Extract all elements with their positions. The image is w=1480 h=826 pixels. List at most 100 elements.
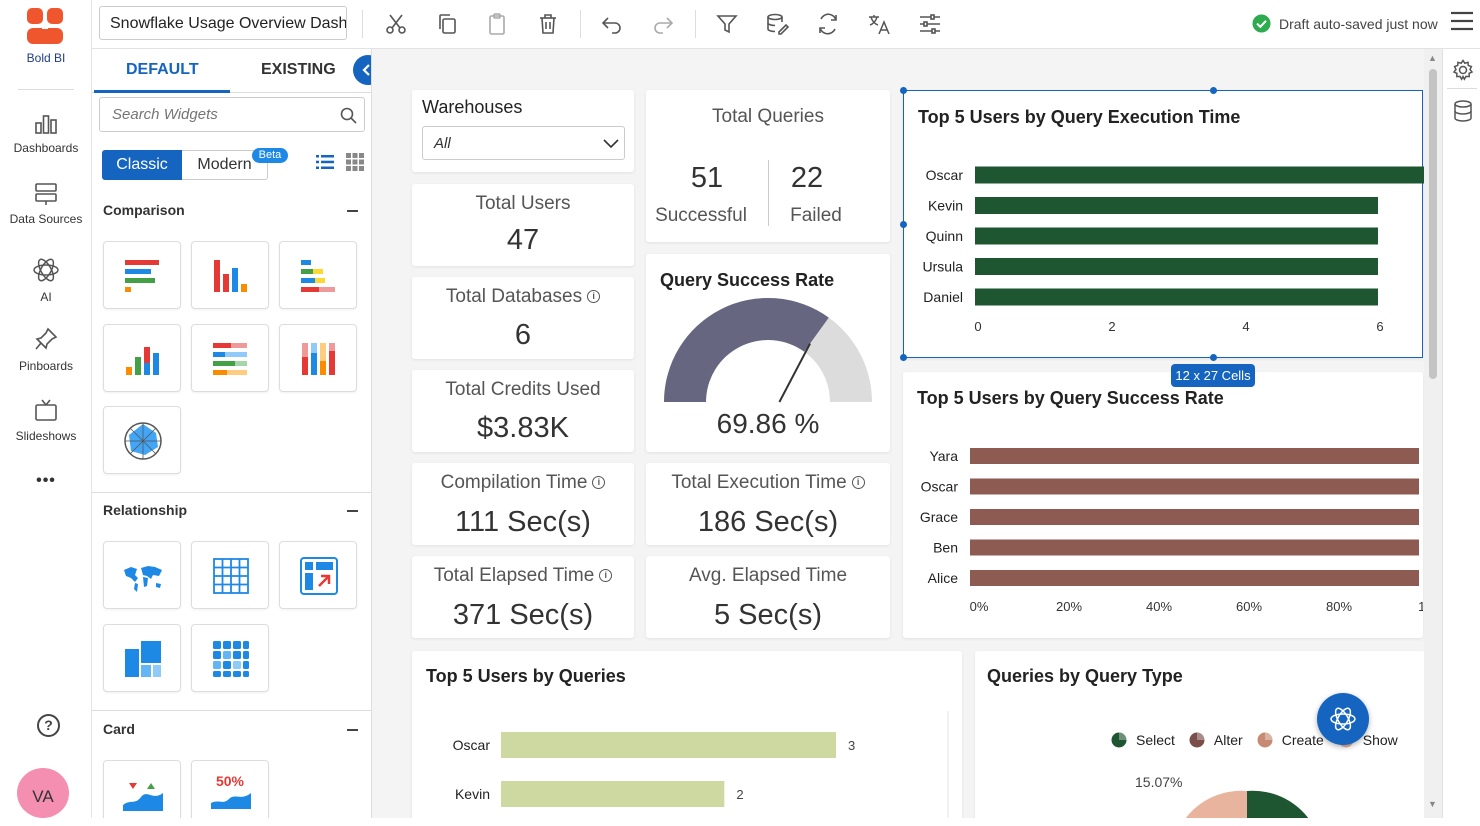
warehouses-filter-widget[interactable]: Warehouses All <box>412 90 634 172</box>
widget-100-stacked-column-chart[interactable] <box>279 324 357 392</box>
legend-label: Create <box>1281 732 1324 748</box>
chart-title: Top 5 Users by Query Success Rate <box>917 388 1224 408</box>
canvas-scrollbar[interactable]: ▲ ▼ <box>1424 49 1442 818</box>
widget-map[interactable] <box>103 541 181 609</box>
widget-treemap[interactable] <box>103 624 181 692</box>
avatar[interactable]: VA <box>17 768 69 818</box>
classic-mode-button[interactable]: Classic <box>102 150 182 180</box>
warehouses-dropdown[interactable]: All <box>422 126 625 160</box>
widget-stacked-column-chart[interactable] <box>103 324 181 392</box>
widget-100-stacked-bar-chart[interactable] <box>191 324 269 392</box>
nav-item-ai[interactable]: AI <box>0 256 92 304</box>
delete-icon[interactable] <box>536 12 560 36</box>
resize-handle[interactable] <box>900 221 907 228</box>
settings-sliders-icon[interactable] <box>918 12 942 36</box>
resize-handle[interactable] <box>900 354 907 361</box>
modern-mode-button[interactable]: Modern <box>182 150 268 180</box>
total-execution-time-card[interactable]: Total Execution Time i 186 Sec(s) <box>646 463 890 545</box>
atom-icon <box>1330 707 1356 731</box>
widget-search-box <box>99 97 365 132</box>
total-users-card[interactable]: Total Users 47 <box>412 184 634 266</box>
widget-column-chart[interactable] <box>191 241 269 309</box>
tab-existing[interactable]: EXISTING <box>261 61 336 78</box>
filter-icon[interactable] <box>715 12 739 36</box>
undo-icon[interactable] <box>600 12 624 36</box>
scrollbar-thumb[interactable] <box>1429 69 1437 379</box>
resize-handle[interactable] <box>900 87 907 94</box>
bar[interactable] <box>970 448 1419 464</box>
bar[interactable] <box>970 509 1419 525</box>
widget-kpi-card[interactable] <box>103 760 181 818</box>
total-databases-card[interactable]: Total Databases i 6 <box>412 277 634 359</box>
hamburger-menu-icon[interactable] <box>1450 10 1474 32</box>
data-edit-icon[interactable] <box>765 12 789 36</box>
collapse-panel-button[interactable] <box>353 55 371 85</box>
resize-handle[interactable] <box>1210 354 1217 361</box>
redo-icon[interactable] <box>651 12 675 36</box>
widget-pivot-table[interactable] <box>279 541 357 609</box>
dashboard-name-input[interactable]: Snowflake Usage Overview Dashboard <box>99 6 347 40</box>
help-icon[interactable]: ? <box>37 714 60 737</box>
collapse-comparison-icon[interactable] <box>347 210 358 212</box>
bar[interactable] <box>501 732 836 758</box>
avg-elapsed-time-card[interactable]: Avg. Elapsed Time 5 Sec(s) <box>646 556 890 638</box>
total-credits-card[interactable]: Total Credits Used $3.83K <box>412 370 634 452</box>
bar[interactable] <box>970 478 1419 495</box>
widget-heatmap[interactable] <box>191 624 269 692</box>
bold-bi-logo-icon[interactable] <box>25 6 65 46</box>
more-menu-icon[interactable]: ••• <box>36 472 56 489</box>
widget-number-card[interactable]: 50% <box>191 760 269 818</box>
queries-by-query-type-chart-widget[interactable]: Queries by Query Type Select Alter Create S… <box>975 651 1425 818</box>
gear-icon[interactable] <box>1452 59 1474 81</box>
database-icon[interactable] <box>1453 100 1473 122</box>
resize-handle[interactable] <box>1210 87 1217 94</box>
legend-item[interactable]: Create <box>1257 732 1324 748</box>
legend-item[interactable]: Alter <box>1189 732 1243 748</box>
widget-bar-chart[interactable] <box>103 241 181 309</box>
category-label: Kevin <box>455 786 490 802</box>
collapse-relationship-icon[interactable] <box>347 510 358 512</box>
ai-assistant-button[interactable] <box>1317 693 1369 745</box>
nav-item-pinboards[interactable]: Pinboards <box>0 327 92 373</box>
bar[interactable] <box>970 539 1419 556</box>
total-queries-card[interactable]: Total Queries 51 Successful 22 Failed <box>646 90 890 242</box>
compilation-time-card[interactable]: Compilation Time i 111 Sec(s) <box>412 463 634 545</box>
query-success-rate-gauge-widget[interactable]: Query Success Rate 69.86 % <box>646 254 890 452</box>
translate-icon[interactable] <box>867 12 891 36</box>
copy-icon[interactable] <box>435 12 459 36</box>
nav-item-slideshows[interactable]: Slideshows <box>0 399 92 443</box>
scroll-down-icon[interactable]: ▼ <box>1428 799 1437 809</box>
scroll-up-icon[interactable]: ▲ <box>1428 53 1437 63</box>
widget-stacked-bar-chart[interactable] <box>279 241 357 309</box>
grid-view-icon[interactable] <box>346 153 364 171</box>
bar[interactable] <box>975 258 1378 275</box>
search-icon[interactable] <box>340 107 357 124</box>
bar[interactable] <box>970 570 1419 586</box>
info-icon[interactable]: i <box>587 290 601 304</box>
top-users-by-queries-chart-widget[interactable]: Top 5 Users by Queries Oscar 3 Kevin 2 <box>412 651 962 818</box>
bar[interactable] <box>975 288 1378 306</box>
query-execution-time-chart-widget[interactable]: Top 5 Users by Query Execution Time Osca… <box>903 90 1425 358</box>
info-icon[interactable]: i <box>851 476 865 490</box>
legend-label: Alter <box>1213 732 1243 748</box>
info-icon[interactable]: i <box>592 476 606 490</box>
list-view-icon[interactable] <box>316 154 334 170</box>
collapse-card-icon[interactable] <box>347 729 358 731</box>
widget-radar-chart[interactable] <box>103 406 181 474</box>
paste-icon[interactable] <box>485 12 509 36</box>
widget-grid[interactable] <box>191 541 269 609</box>
search-input[interactable] <box>101 99 326 130</box>
bar[interactable] <box>501 781 725 807</box>
query-success-rate-chart-widget[interactable]: Top 5 Users by Query Success Rate Yara Os… <box>903 372 1423 638</box>
nav-item-data-sources[interactable]: Data Sources <box>0 182 92 226</box>
cut-icon[interactable] <box>384 12 408 36</box>
tab-default[interactable]: DEFAULT <box>126 61 199 78</box>
bar[interactable] <box>975 166 1425 184</box>
bar[interactable] <box>975 197 1378 214</box>
refresh-icon[interactable] <box>816 12 840 36</box>
info-icon[interactable]: i <box>599 569 613 583</box>
total-elapsed-time-card[interactable]: Total Elapsed Time i 371 Sec(s) <box>412 556 634 638</box>
nav-item-dashboards[interactable]: Dashboards <box>0 113 92 155</box>
bar[interactable] <box>975 227 1378 245</box>
legend-item[interactable]: Select <box>1111 732 1175 748</box>
